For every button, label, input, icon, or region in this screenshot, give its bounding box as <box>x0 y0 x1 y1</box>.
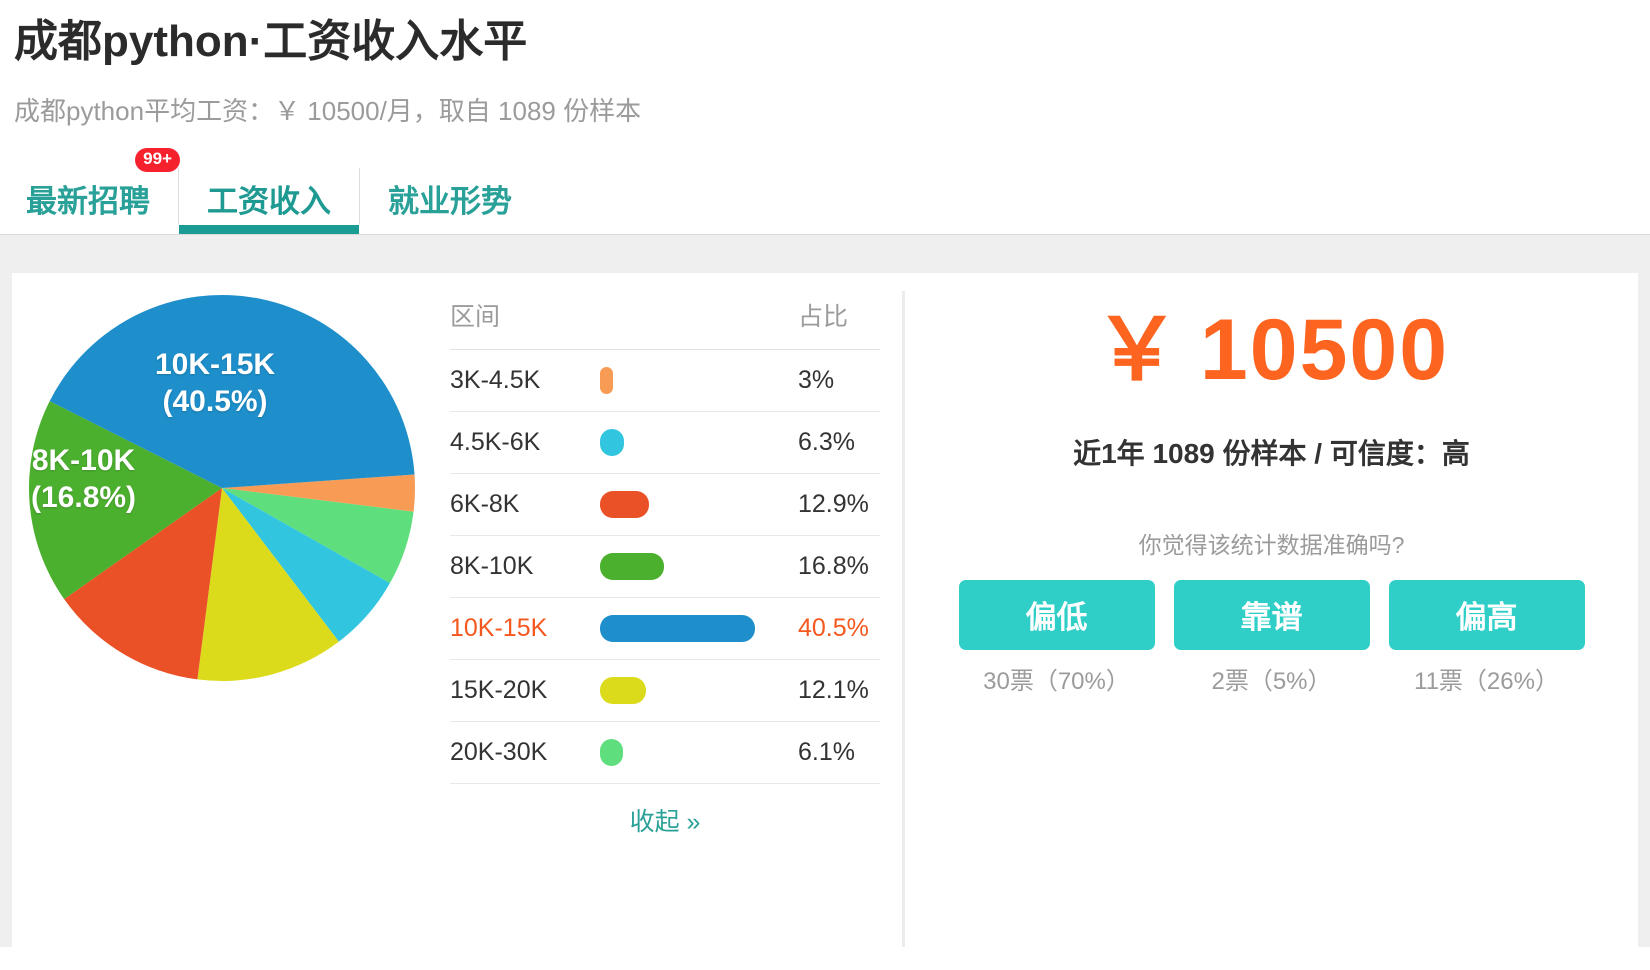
vote-button-low[interactable]: 偏低 <box>958 579 1155 650</box>
cell-range: 8K-10K <box>450 535 600 598</box>
pie-slice-8k-10k[interactable] <box>28 401 223 600</box>
summary-column: ￥ 10500 近1年 1089 份样本 / 可信度：高 你觉得该统计数据准确吗?… <box>905 273 1638 947</box>
distribution-bar <box>600 491 650 518</box>
tab-latest-jobs[interactable]: 最新招聘 99+ <box>14 148 180 234</box>
distribution-bar <box>600 739 624 766</box>
tab-divider-2 <box>359 168 360 224</box>
tab-salary-income[interactable]: 工资收入 <box>179 162 359 234</box>
vertical-divider <box>902 291 905 947</box>
distribution-bar <box>600 429 625 456</box>
sample-info: 近1年 1089 份样本 / 可信度：高 <box>1073 437 1470 469</box>
column-header-range: 区间 <box>450 297 780 350</box>
unread-count-badge: 99+ <box>135 148 180 172</box>
table-row: 6K-8K 12.9% <box>450 473 880 536</box>
pie-slice-20k-30k[interactable] <box>222 488 414 584</box>
salary-distribution-pie-chart: 10K-15K (40.5%) 8K-10K (16.8%) <box>27 293 417 683</box>
table-row: 3K-4.5K 3% <box>450 349 880 412</box>
tab-employment-trend-label: 就业形势 <box>388 183 512 219</box>
page-header: 成都python·工资收入水平 成都python平均工资：￥ 10500/月，取… <box>0 0 1650 128</box>
pie-svg <box>28 295 415 681</box>
cell-range: 4.5K-6K <box>450 411 600 474</box>
tab-salary-income-label: 工资收入 <box>207 183 331 219</box>
vote-button-accurate[interactable]: 靠谱 <box>1173 579 1370 650</box>
distribution-bar <box>600 677 647 704</box>
vote-option-low: 偏低 30票（70%） <box>958 579 1155 696</box>
vote-option-accurate: 靠谱 2票（5%） <box>1173 579 1370 696</box>
vote-question: 你觉得该统计数据准确吗? <box>1138 531 1405 558</box>
cell-percent: 12.1% <box>780 659 880 722</box>
average-salary: ￥ 10500 <box>1094 303 1449 398</box>
cell-bar <box>600 349 780 412</box>
tab-divider-1 <box>178 168 179 224</box>
cell-percent: 6.1% <box>780 721 880 784</box>
tab-employment-trend[interactable]: 就业形势 <box>360 162 540 234</box>
distribution-table: 区间 占比 3K-4.5K 3% 4.5K-6K 6.3% 6K-8K 12.9% 8K-1… <box>450 297 880 854</box>
distribution-table-body: 3K-4.5K 3% 4.5K-6K 6.3% 6K-8K 12.9% 8K-10K 16.8… <box>450 349 880 784</box>
salary-amount: 10500 <box>1199 302 1450 398</box>
vote-option-high: 偏高 11票（26%） <box>1388 579 1585 696</box>
vote-count-low: 30票（70%） <box>983 667 1130 695</box>
table-row: 15K-20K 12.1% <box>450 659 880 722</box>
collapse-link[interactable]: 收起 » <box>629 808 701 836</box>
table-row: 8K-10K 16.8% <box>450 535 880 598</box>
vote-count-high: 11票（26%） <box>1414 667 1559 695</box>
page-title: 成都python·工资收入水平 <box>14 17 528 66</box>
table-row: 10K-15K 40.5% <box>450 597 880 660</box>
currency-symbol: ￥ <box>1093 302 1182 398</box>
page-subtitle: 成都python平均工资：￥ 10500/月，取自 1089 份样本 <box>14 96 642 126</box>
salary-card: 10K-15K (40.5%) 8K-10K (16.8%) 区间 占比 3K-… <box>12 273 1638 947</box>
pie-slice-10k-15k[interactable] <box>49 295 415 488</box>
collapse-cell: 收起 » <box>450 784 880 855</box>
cell-bar <box>600 659 780 722</box>
pie-slice-3k-4-5k[interactable] <box>222 474 415 512</box>
vote-count-accurate: 2票（5%） <box>1211 667 1332 695</box>
table-row: 4.5K-6K 6.3% <box>450 411 880 474</box>
cell-range: 10K-15K <box>450 597 600 660</box>
vote-button-high[interactable]: 偏高 <box>1388 579 1585 650</box>
pie-slice-4-5k-6k[interactable] <box>222 488 390 642</box>
table-row: 20K-30K 6.1% <box>450 721 880 784</box>
cell-percent: 6.3% <box>780 411 880 474</box>
cell-range: 6K-8K <box>450 473 600 536</box>
table-footer-row: 收起 » <box>450 784 880 855</box>
cell-range: 20K-30K <box>450 721 600 784</box>
content-area: 10K-15K (40.5%) 8K-10K (16.8%) 区间 占比 3K-… <box>0 261 1650 947</box>
pie-slice-6k-8k[interactable] <box>64 488 222 680</box>
table-header-row: 区间 占比 <box>450 297 880 350</box>
cell-bar <box>600 535 780 598</box>
cell-bar <box>600 411 780 474</box>
distribution-bar <box>600 615 755 642</box>
tab-latest-jobs-label: 最新招聘 <box>26 183 150 219</box>
cell-bar <box>600 473 780 536</box>
cell-bar <box>600 597 780 660</box>
cell-percent: 3% <box>780 349 880 412</box>
section-separator <box>0 234 1650 261</box>
column-header-percent: 占比 <box>780 297 880 350</box>
vote-options: 偏低 30票（70%） 靠谱 2票（5%） 偏高 11票（26%） <box>958 579 1585 696</box>
tab-bar: 最新招聘 99+ 工资收入 就业形势 <box>0 148 1650 234</box>
cell-percent: 16.8% <box>780 535 880 598</box>
cell-range: 15K-20K <box>450 659 600 722</box>
pie-slice-15k-20k[interactable] <box>197 488 339 681</box>
cell-percent: 40.5% <box>780 597 880 660</box>
distribution-table-column: 区间 占比 3K-4.5K 3% 4.5K-6K 6.3% 6K-8K 12.9% 8K-1… <box>432 273 902 947</box>
distribution-bar <box>600 553 665 580</box>
distribution-bar <box>600 367 613 394</box>
cell-range: 3K-4.5K <box>450 349 600 412</box>
cell-percent: 12.9% <box>780 473 880 536</box>
pie-chart-column: 10K-15K (40.5%) 8K-10K (16.8%) <box>12 273 432 947</box>
cell-bar <box>600 721 780 784</box>
